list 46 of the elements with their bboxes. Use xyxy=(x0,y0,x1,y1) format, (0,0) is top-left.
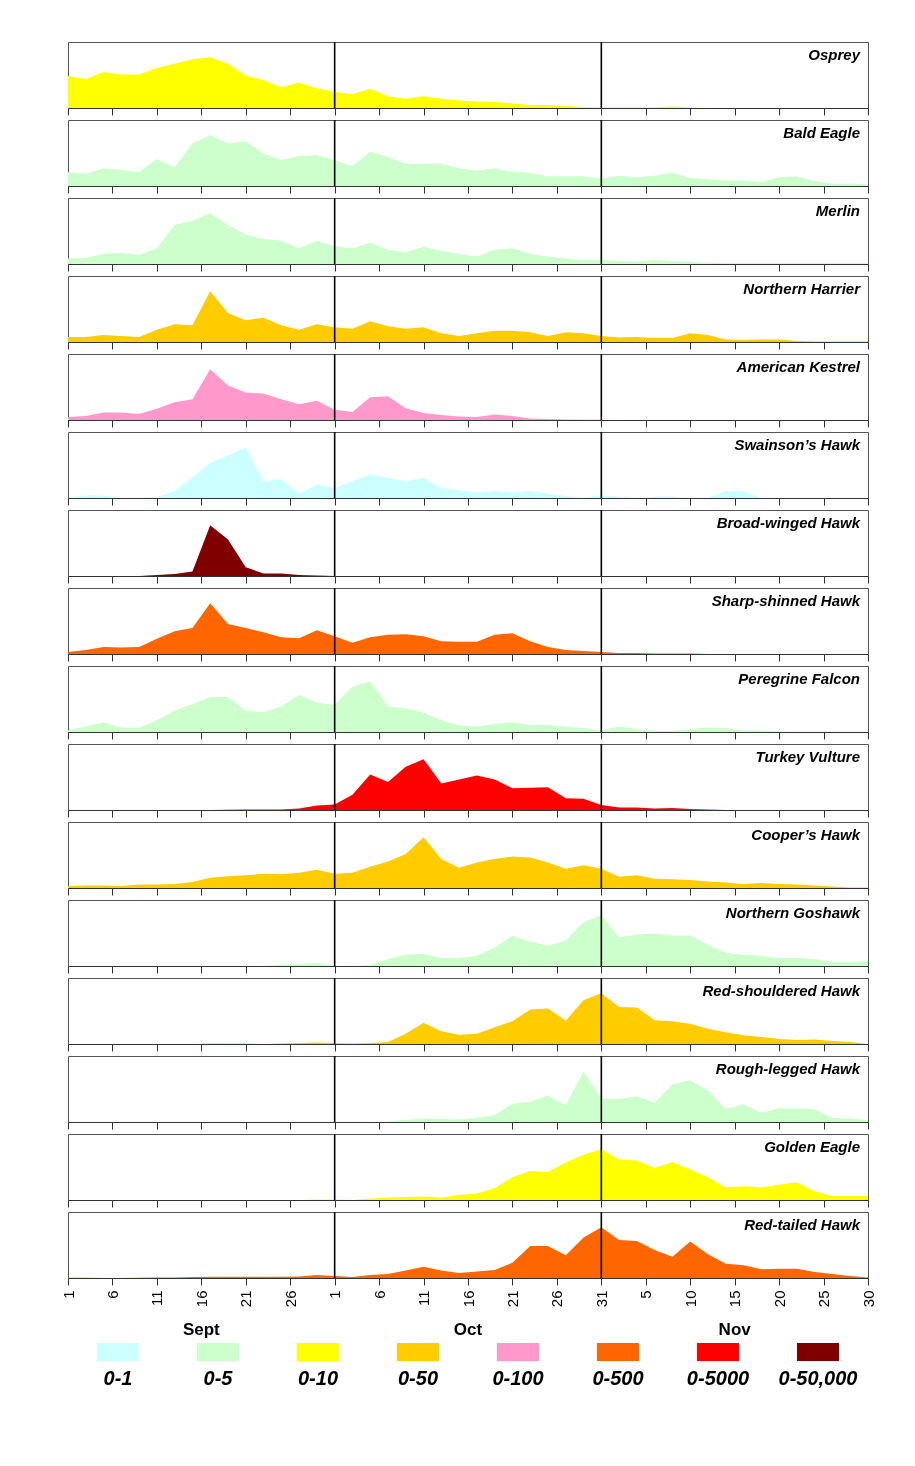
category-label: 0-500 xyxy=(592,1367,644,1389)
text: Bald Eagle xyxy=(783,124,860,141)
text: American Kestrel xyxy=(735,358,861,375)
x-tick-label: 16 xyxy=(459,1290,477,1308)
series-label: Red-shouldered Hawk xyxy=(702,982,861,999)
text: Nov xyxy=(718,1320,752,1339)
text: Merlin xyxy=(815,202,860,219)
text: Swainson’s Hawk xyxy=(734,436,861,453)
text: Red-tailed Hawk xyxy=(744,1216,861,1233)
text: Osprey xyxy=(808,46,861,63)
x-tick-label: 10 xyxy=(681,1290,699,1308)
x-tick-label: 1 xyxy=(59,1290,77,1299)
category-label: 0-50,000 xyxy=(778,1367,858,1389)
series-label: Northern Goshawk xyxy=(725,904,861,921)
text: Golden Eagle xyxy=(764,1138,860,1155)
category-label: 0-5 xyxy=(203,1367,234,1389)
text: Turkey Vulture xyxy=(755,748,860,765)
category-label: 0-1 xyxy=(103,1367,133,1389)
category-label: 0-5000 xyxy=(686,1367,750,1389)
x-tick-label: 6 xyxy=(103,1290,121,1299)
category-label: 0-50 xyxy=(397,1367,439,1389)
x-tick-label: 21 xyxy=(503,1290,521,1308)
x-tick-label: 26 xyxy=(548,1290,566,1308)
text: Cooper’s Hawk xyxy=(751,826,861,843)
text: Broad-winged Hawk xyxy=(716,514,861,531)
x-tick-label: 6 xyxy=(370,1290,388,1299)
x-tick-label: 16 xyxy=(192,1290,210,1308)
x-tick-label: 31 xyxy=(592,1290,610,1308)
series-label: Rough-legged Hawk xyxy=(715,1060,861,1077)
text: Sharp-shinned Hawk xyxy=(711,592,861,609)
text: Peregrine Falcon xyxy=(738,670,860,687)
text: Oct xyxy=(453,1320,483,1339)
x-tick-label: 21 xyxy=(237,1290,255,1308)
x-tick-label: 11 xyxy=(148,1290,166,1307)
x-tick-label: 11 xyxy=(415,1290,433,1307)
x-tick-label: 26 xyxy=(281,1290,299,1308)
x-tick-label: 5 xyxy=(637,1290,655,1299)
x-tick-label: 15 xyxy=(726,1290,744,1308)
text: Sept xyxy=(182,1320,221,1339)
x-tick-label: 30 xyxy=(859,1290,877,1308)
x-tick-label: 25 xyxy=(815,1290,833,1308)
category-label: 0-100 xyxy=(492,1367,544,1389)
category-label: 0-10 xyxy=(297,1367,339,1389)
text: Northern Harrier xyxy=(743,280,862,297)
x-tick-label: 20 xyxy=(770,1290,788,1308)
x-tick-label: 1 xyxy=(326,1290,344,1299)
